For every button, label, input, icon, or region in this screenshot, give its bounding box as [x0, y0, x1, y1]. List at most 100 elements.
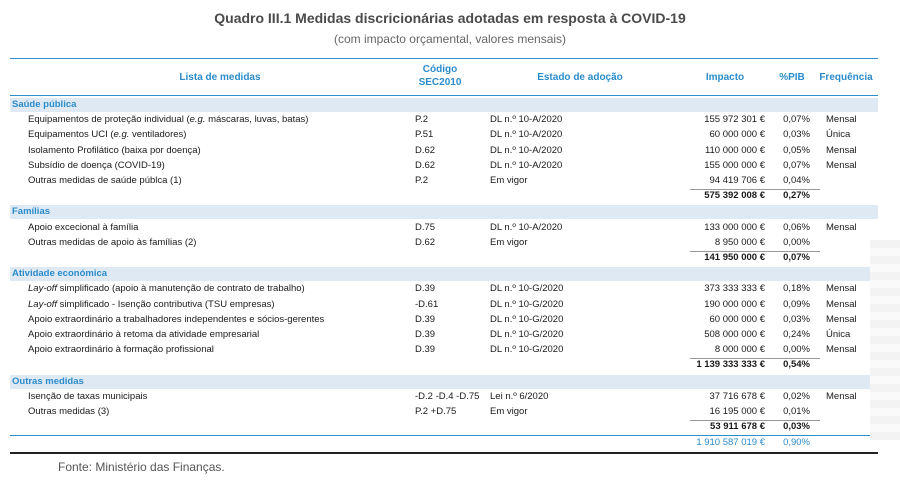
frequency: Mensal [826, 313, 857, 325]
impact-value: 508 000 000 € [704, 329, 765, 340]
frequency: Mensal [826, 159, 857, 171]
measure-name: Outras medidas de saúde públca (1) [28, 175, 182, 186]
subtotal-impact: 575 392 008 € [704, 190, 765, 202]
gdp-share: 0,03% [783, 129, 810, 141]
sec2010-code: P.2 [415, 175, 429, 186]
table-subtitle: (com impacto orçamental, valores mensais… [333, 32, 567, 46]
gdp-share: 0,07% [783, 159, 810, 171]
impact-value: 94 419 706 € [709, 175, 765, 186]
header-frequencia: Frequência [819, 72, 873, 83]
source-note: Fonte: Ministério das Finanças. [58, 460, 225, 474]
subtotal-impact: 53 911 678 € [710, 421, 765, 433]
impact-value: 37 716 678 € [709, 390, 765, 402]
table-row: Apoio extraordinário à retoma da ativida… [10, 328, 878, 342]
table-title: Quadro III.1 Medidas discricionárias ado… [214, 10, 686, 26]
header-codigo-line1: Código [422, 64, 458, 75]
measure-name: Isenção de taxas municipais [28, 390, 148, 402]
subtotal-gdp-share: 0,54% [783, 359, 810, 371]
measure-name: Apoio extraordinário a trabalhadores ind… [28, 313, 325, 325]
frequency: Mensal [826, 283, 857, 295]
adoption-status: Lei n.º 6/2020 [490, 390, 549, 402]
impact-value: 110 000 000 € [704, 144, 765, 156]
adoption-status: DL n.º 10-G/2020 [490, 344, 564, 356]
header-estado: Estado de adoção [537, 72, 623, 83]
section-name: Outras medidas [12, 375, 84, 387]
measure-name: Outras medidas (3) [28, 406, 110, 417]
impact-value: 16 195 000 € [709, 406, 765, 417]
section-name: Atividade económica [12, 268, 108, 280]
sec2010-code: D.62 [415, 236, 436, 248]
gdp-share: 0,07% [783, 114, 810, 126]
subtotal-rule [690, 189, 820, 191]
sec2010-code: D.39 [415, 329, 436, 340]
gdp-share: 0,03% [783, 313, 810, 325]
frequency: Única [826, 129, 851, 141]
header-codigo: Código SEC2010 [410, 64, 470, 88]
section-header: Atividade económica [10, 267, 878, 282]
measure-name: Subsídio de doença (COVID-19) [28, 159, 165, 171]
measure-name: Isolamento Profilático (baixa por doença… [28, 144, 201, 156]
measure-name: Apoio extraordinário à retoma da ativida… [28, 329, 260, 340]
header-pib: %PIB [779, 72, 805, 83]
measure-name: Apoio excecional à família [28, 221, 139, 233]
impact-value: 373 333 333 € [704, 283, 765, 295]
subtotal-rule [690, 420, 820, 422]
subtotal-gdp-share: 0,07% [783, 252, 810, 263]
grand-total-row: 1 910 587 019 € 0,90% [10, 436, 878, 450]
impact-value: 8 000 000 € [714, 344, 765, 356]
frequency: Única [826, 329, 851, 340]
header-impacto: Impacto [705, 72, 745, 83]
table-row: Apoio extraordinário à formação profissi… [10, 343, 878, 357]
table-row: Apoio extraordinário a trabalhadores ind… [10, 313, 878, 327]
gdp-share: 0,06% [783, 221, 810, 233]
table-row: Outras medidas de apoio às famílias (2) D… [10, 236, 878, 250]
impact-value: 60 000 000 € [709, 129, 765, 141]
table-row: Lay-off simplificado - Isenção contribut… [10, 298, 878, 312]
decorative-watermark [870, 240, 900, 440]
adoption-status: DL n.º 10-A/2020 [490, 159, 563, 171]
adoption-status: Em vigor [490, 236, 528, 248]
subtotal-row: 575 392 008 € 0,27% [10, 189, 878, 203]
measure-name: Lay-off simplificado - Isenção contribut… [28, 298, 275, 310]
section-name: Saúde pública [12, 99, 77, 110]
table-bottom-rule [10, 452, 878, 454]
table-row: Apoio excecional à família D.75 DL n.º 10-… [10, 221, 878, 235]
subtotal-row: 141 950 000 € 0,07% [10, 251, 878, 265]
sec2010-code: -D.2 -D.4 -D.75 [415, 390, 480, 402]
frequency: Mensal [826, 144, 857, 156]
section-header: Outras medidas [10, 374, 878, 389]
grand-total-gdp-share: 0,90% [783, 437, 810, 449]
sec2010-code: D.75 [415, 221, 436, 233]
gdp-share: 0,24% [783, 329, 810, 340]
gdp-share: 0,00% [783, 236, 810, 248]
subtotal-gdp-share: 0,27% [783, 190, 810, 202]
sec2010-code: -D.61 [415, 298, 439, 310]
adoption-status: Em vigor [490, 406, 528, 417]
gdp-share: 0,18% [783, 283, 810, 295]
sec2010-code: D.39 [415, 313, 436, 325]
table-row: Equipamentos de proteção individual (e.g… [10, 113, 878, 127]
section-header: Famílias [10, 205, 878, 220]
gdp-share: 0,00% [783, 344, 810, 356]
header-lista: Lista de medidas [179, 72, 261, 83]
frequency: Mensal [826, 221, 857, 233]
table-row: Isenção de taxas municipais -D.2 -D.4 -D.… [10, 390, 878, 404]
subtotal-impact: 141 950 000 € [704, 252, 765, 263]
subtotal-impact: 1 139 333 333 € [696, 359, 765, 371]
table-row: Equipamentos UCI (e.g. ventiladores) P.51… [10, 128, 878, 142]
table-row: Subsídio de doença (COVID-19) D.62 DL n.º … [10, 159, 878, 173]
frequency: Mensal [826, 390, 857, 402]
adoption-status: DL n.º 10-A/2020 [490, 144, 563, 156]
adoption-status: DL n.º 10-G/2020 [490, 329, 564, 340]
measure-name: Outras medidas de apoio às famílias (2) [28, 236, 197, 248]
frequency: Mensal [826, 114, 857, 126]
section-header: Saúde pública [10, 98, 878, 112]
impact-value: 60 000 000 € [709, 313, 765, 325]
gdp-share: 0,01% [783, 406, 810, 417]
impact-value: 155 000 000 € [704, 159, 765, 171]
adoption-status: DL n.º 10-A/2020 [490, 129, 563, 141]
adoption-status: DL n.º 10-A/2020 [490, 221, 563, 233]
subtotal-gdp-share: 0,03% [783, 421, 810, 433]
impact-value: 190 000 000 € [704, 298, 765, 310]
impact-value: 133 000 000 € [704, 221, 765, 233]
